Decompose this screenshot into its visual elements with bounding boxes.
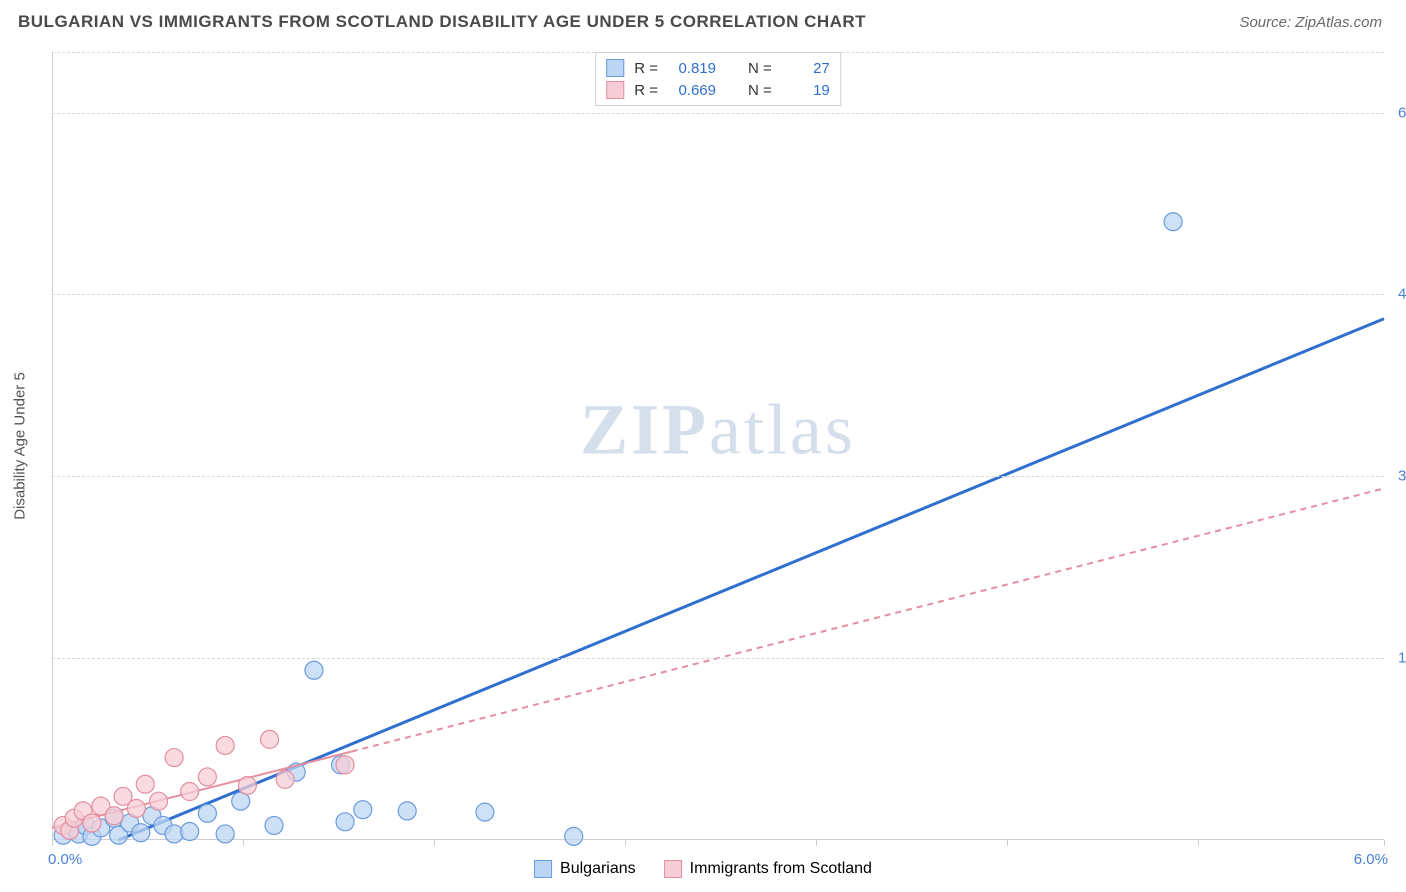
header: BULGARIAN VS IMMIGRANTS FROM SCOTLAND DI…	[0, 0, 1406, 40]
n-value: 19	[782, 82, 830, 99]
plot-svg	[52, 52, 1384, 840]
gridline-h	[52, 476, 1384, 477]
data-point	[136, 775, 154, 793]
data-point	[276, 770, 294, 788]
data-point	[216, 736, 234, 754]
page-title: BULGARIAN VS IMMIGRANTS FROM SCOTLAND DI…	[18, 12, 866, 32]
gridline-h	[52, 294, 1384, 295]
x-tick-mark	[816, 840, 817, 846]
gridline-h	[52, 113, 1384, 114]
data-point	[305, 661, 323, 679]
data-point	[238, 776, 256, 794]
r-value: 0.669	[668, 82, 716, 99]
x-tick-mark	[1007, 840, 1008, 846]
x-origin-label: 0.0%	[48, 851, 82, 868]
correlation-chart: ZIPatlas 15.0%30.0%45.0%60.0% Disability…	[52, 52, 1384, 840]
x-tick-mark	[1198, 840, 1199, 846]
data-point	[336, 756, 354, 774]
y-tick-label: 30.0%	[1388, 468, 1406, 485]
data-point	[261, 730, 279, 748]
y-tick-label: 45.0%	[1388, 286, 1406, 303]
swatch-icon	[606, 59, 624, 77]
swatch-icon	[664, 860, 682, 878]
stats-legend-row: R = 0.819 N = 27	[606, 57, 830, 79]
data-point	[216, 825, 234, 843]
legend-label: Bulgarians	[560, 860, 636, 878]
data-point	[354, 801, 372, 819]
stats-legend-row: R = 0.669 N = 19	[606, 79, 830, 101]
legend-label: Immigrants from Scotland	[690, 860, 872, 878]
data-point	[127, 799, 145, 817]
legend-item-scotland: Immigrants from Scotland	[664, 860, 872, 878]
data-point	[165, 749, 183, 767]
r-value: 0.819	[668, 60, 716, 77]
data-point	[181, 783, 199, 801]
data-point	[398, 802, 416, 820]
x-tick-mark	[52, 840, 53, 846]
data-point	[565, 827, 583, 845]
stats-legend: R = 0.819 N = 27 R = 0.669 N = 19	[595, 52, 841, 106]
legend-item-bulgarians: Bulgarians	[534, 860, 636, 878]
x-tick-mark	[1384, 840, 1385, 846]
x-end-label: 6.0%	[1354, 851, 1388, 868]
data-point	[336, 813, 354, 831]
gridline-h	[52, 658, 1384, 659]
swatch-icon	[534, 860, 552, 878]
data-point	[198, 804, 216, 822]
n-value: 27	[782, 60, 830, 77]
swatch-icon	[606, 81, 624, 99]
source-attribution: Source: ZipAtlas.com	[1239, 14, 1382, 31]
data-point	[1164, 213, 1182, 231]
data-point	[150, 792, 168, 810]
data-point	[83, 814, 101, 832]
data-point	[198, 768, 216, 786]
y-tick-label: 15.0%	[1388, 650, 1406, 667]
data-point	[265, 816, 283, 834]
data-point	[476, 803, 494, 821]
x-tick-mark	[625, 840, 626, 846]
y-axis-label: Disability Age Under 5	[12, 372, 29, 520]
data-point	[181, 823, 199, 841]
data-point	[132, 824, 150, 842]
data-point	[105, 807, 123, 825]
series-legend: Bulgarians Immigrants from Scotland	[534, 860, 872, 878]
x-tick-mark	[434, 840, 435, 846]
y-tick-label: 60.0%	[1388, 104, 1406, 121]
x-tick-mark	[243, 840, 244, 846]
